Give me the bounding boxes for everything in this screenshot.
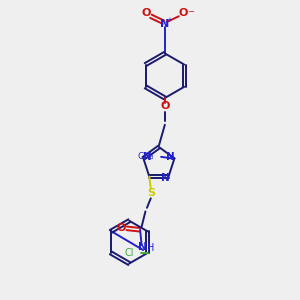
- Text: N: N: [160, 173, 169, 183]
- Text: O: O: [160, 101, 170, 111]
- Text: N: N: [160, 19, 170, 29]
- Text: H: H: [147, 243, 155, 253]
- Text: −: −: [187, 7, 194, 16]
- Text: O: O: [141, 8, 151, 18]
- Text: N: N: [142, 152, 151, 162]
- Text: O: O: [116, 223, 125, 233]
- Text: O: O: [179, 8, 188, 18]
- Text: CH₃: CH₃: [138, 152, 154, 161]
- Text: N: N: [166, 152, 175, 161]
- Text: +: +: [167, 17, 172, 23]
- Text: Cl: Cl: [125, 248, 134, 258]
- Text: S: S: [147, 188, 155, 198]
- Text: N: N: [137, 242, 147, 252]
